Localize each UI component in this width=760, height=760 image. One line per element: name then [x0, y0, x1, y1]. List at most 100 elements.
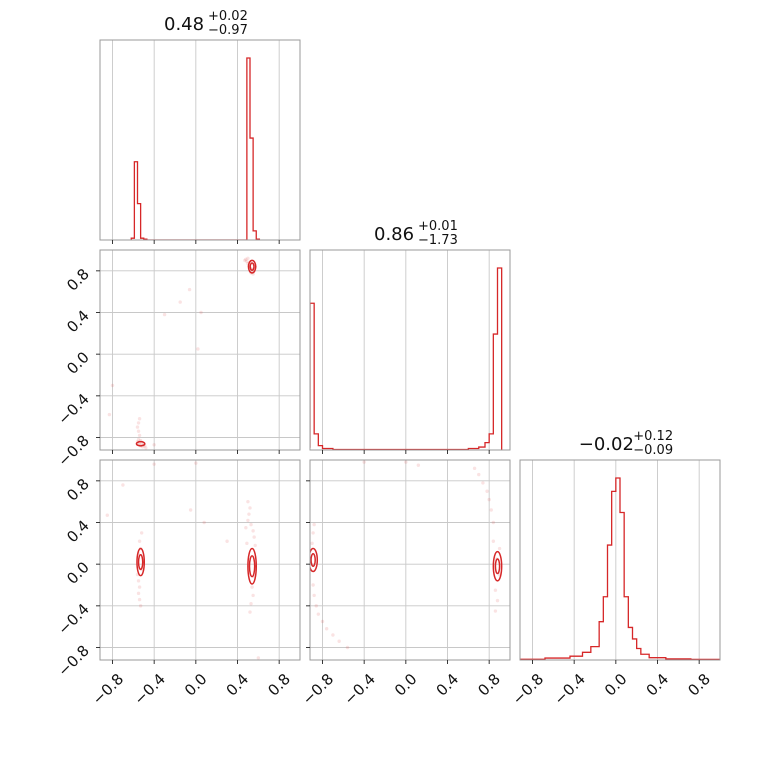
sample-point — [316, 612, 321, 616]
sample-point — [245, 259, 249, 264]
sample-point — [310, 541, 314, 546]
histogram-param-1 — [130, 57, 261, 240]
sample-point — [331, 633, 335, 637]
sample-point — [404, 460, 408, 464]
y-tick-label: −0.8 — [54, 432, 92, 470]
y-tick-label: −0.8 — [54, 642, 92, 680]
sample-point — [477, 472, 481, 477]
sample-point — [345, 645, 350, 650]
x-tick-label: 0.8 — [474, 670, 504, 700]
density-contour — [137, 554, 144, 571]
scatter-panel-p1-p3-frame — [99, 459, 301, 661]
param-title-plus: +0.01 — [418, 219, 458, 234]
sample-point — [110, 383, 115, 388]
y-tick-label: −0.4 — [54, 390, 92, 428]
y-tick-label: 0.8 — [63, 475, 93, 505]
hist-panel-param-2-frame — [309, 249, 511, 451]
sample-point — [493, 609, 498, 613]
y-tick-label: 0.4 — [63, 517, 93, 547]
x-tick-label: 0.4 — [433, 670, 463, 700]
sample-point — [312, 522, 316, 527]
sample-point — [137, 417, 142, 421]
sample-point — [225, 539, 229, 543]
sample-point — [487, 497, 491, 502]
x-tick-label: 0.8 — [684, 670, 714, 700]
sample-point — [136, 437, 141, 442]
sample-point — [489, 508, 493, 512]
scatter-panel-p1-p3 — [105, 461, 261, 660]
sample-point — [194, 461, 198, 465]
param-title-value: 0.48 — [164, 14, 204, 35]
sample-point — [202, 520, 206, 525]
scatter-panel-p2-p3 — [310, 460, 503, 650]
sample-point — [485, 489, 489, 493]
sample-point — [495, 598, 500, 603]
sample-point — [249, 522, 253, 527]
y-tick-label: 0.0 — [63, 558, 93, 588]
x-tick-label: −0.8 — [509, 670, 547, 708]
sample-point — [243, 258, 247, 263]
sample-point — [249, 602, 253, 606]
density-contour — [247, 259, 257, 274]
sample-point — [138, 604, 143, 608]
sample-point — [137, 433, 142, 438]
histogram-param-2 — [310, 267, 503, 450]
x-tick-label: −0.4 — [340, 670, 378, 708]
sample-point — [311, 583, 315, 587]
sample-point — [244, 526, 248, 530]
sample-point — [312, 593, 316, 598]
x-tick-label: 0.0 — [601, 670, 631, 700]
sample-point — [152, 443, 156, 447]
scatter-panel-p2-p3-frame — [309, 459, 511, 661]
sample-point — [199, 310, 203, 315]
sample-point — [491, 539, 496, 543]
sample-point — [311, 531, 315, 535]
sample-point — [247, 512, 251, 516]
param-title-value: −0.02 — [579, 434, 634, 455]
sample-point — [256, 656, 261, 660]
sample-point — [137, 597, 142, 602]
sample-point — [105, 513, 109, 517]
sample-point — [497, 546, 502, 551]
x-tick-label: 0.4 — [643, 670, 673, 700]
sample-point — [139, 442, 144, 446]
y-tick-label: 0.8 — [63, 265, 93, 295]
density-contour — [492, 550, 503, 582]
x-tick-label: 0.0 — [181, 670, 211, 700]
sample-point — [135, 425, 140, 429]
hist-panel-param-1-frame — [99, 39, 301, 241]
x-tick-label: 0.0 — [391, 670, 421, 700]
y-tick-label: 0.0 — [63, 348, 93, 378]
sample-point — [121, 483, 125, 487]
y-tick-label: 0.4 — [63, 307, 93, 337]
x-tick-label: −0.8 — [89, 670, 127, 708]
sample-point — [248, 506, 252, 510]
hist-panel-param-3-frame — [519, 459, 721, 661]
param-title-minus: −0.97 — [208, 23, 248, 38]
sample-point — [491, 520, 496, 525]
density-contour — [310, 553, 316, 567]
sample-point — [472, 466, 477, 471]
sample-point — [246, 256, 250, 261]
sample-point — [144, 446, 148, 450]
sample-point — [337, 639, 341, 643]
sample-point — [136, 591, 141, 596]
param-title-value: 0.86 — [374, 224, 414, 245]
sample-point — [248, 610, 252, 614]
density-contour — [247, 547, 257, 585]
sample-point — [136, 579, 141, 583]
sample-point — [187, 287, 192, 292]
sample-point — [136, 421, 141, 425]
sample-point — [246, 499, 250, 504]
sample-point — [137, 585, 142, 589]
param-title-2: 0.86 +0.01−1.73 — [374, 219, 458, 248]
y-tick-label: −0.4 — [54, 600, 92, 638]
sample-point — [314, 604, 318, 608]
x-tick-label: 0.8 — [264, 670, 294, 700]
density-contour — [494, 558, 501, 575]
density-contour — [136, 547, 146, 577]
sample-point — [251, 529, 255, 533]
sample-point — [324, 627, 329, 631]
param-title-3: −0.02 +0.12−0.09 — [579, 429, 673, 458]
